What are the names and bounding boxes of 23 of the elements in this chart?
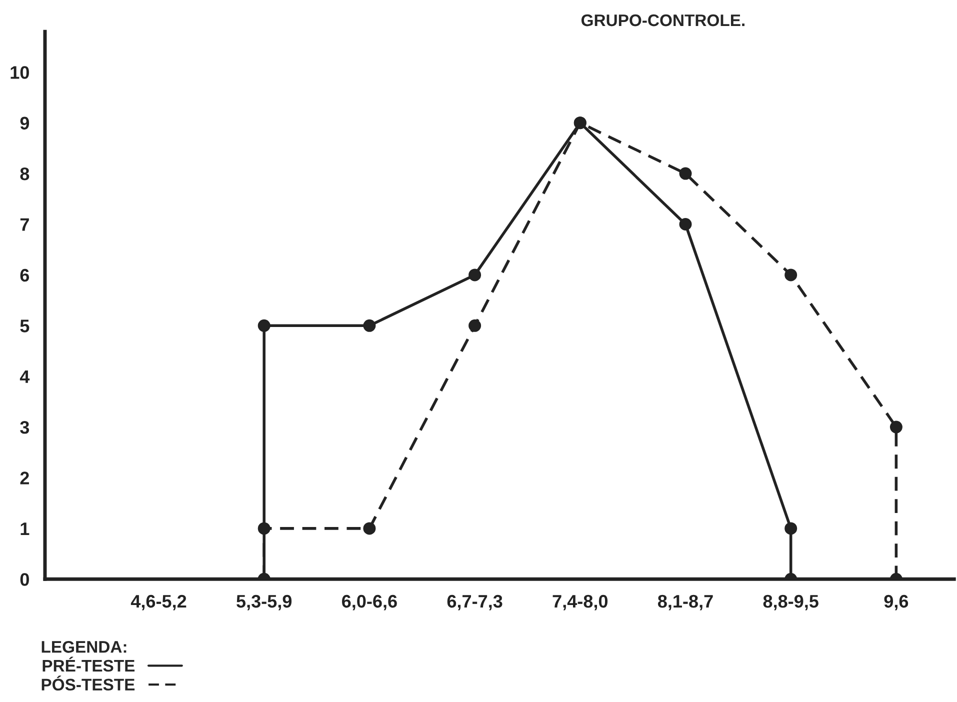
y-tick-label: 3	[20, 420, 30, 434]
y-tick-label: 2	[20, 472, 29, 484]
y-tick-label: 7	[20, 218, 29, 231]
y-tick-label: 8	[20, 167, 30, 180]
x-tick-label: 4,6-5,2	[130, 594, 186, 610]
x-tick-label: 6,7-7,3	[447, 594, 502, 610]
y-tick-label: 6	[20, 268, 30, 282]
y-tick-label: 1	[20, 522, 30, 535]
chart-title: GRUPO-CONTROLE.	[581, 14, 744, 26]
x-tick-label: 9,6	[884, 594, 908, 610]
y-tick-label: 4	[20, 370, 30, 383]
legend-label: PÓS-TESTE	[42, 676, 135, 691]
legend-label: PRÉ-TESTE	[42, 656, 135, 672]
y-tick-label: 10	[10, 66, 29, 79]
x-tick-label: 7,4-8,0	[552, 594, 608, 610]
x-tick-label: 8,1-8,7	[658, 594, 713, 610]
x-tick-label: 5,3-5,9	[236, 594, 292, 610]
y-tick-label: 0	[20, 573, 29, 586]
y-tick-label: 5	[20, 320, 30, 332]
legend-title: LEGENDA:	[42, 641, 126, 653]
y-tick-label: 9	[20, 116, 30, 130]
x-tick-label: 8,8-9,5	[763, 594, 818, 610]
x-tick-label: 6,0-6,6	[342, 594, 397, 610]
